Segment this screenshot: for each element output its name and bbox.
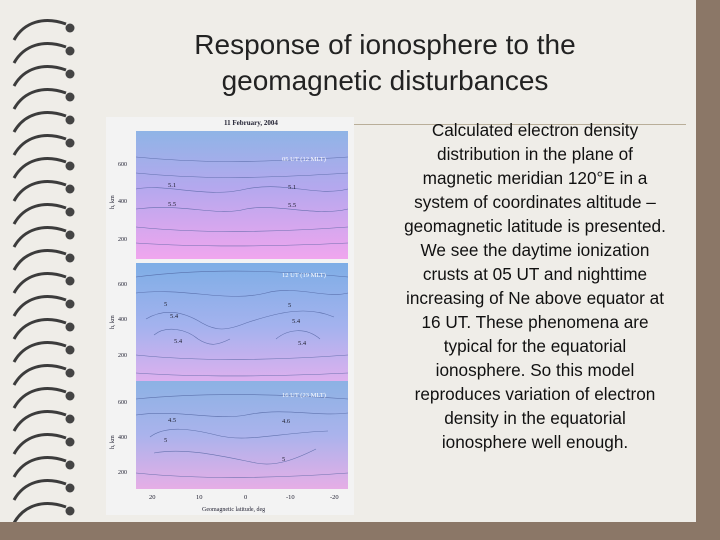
panel-3-ytick-2: 400 bbox=[118, 435, 127, 441]
panel-2-label-5: 5.4 bbox=[174, 338, 183, 345]
panel-1-label-2: 5.1 bbox=[288, 184, 296, 191]
panel-2-label-1: 5 bbox=[164, 301, 167, 308]
panel-2-ytick-3: 200 bbox=[118, 353, 127, 359]
x-tick-4: -10 bbox=[286, 494, 295, 501]
panel-3-label-1: 4.5 bbox=[168, 417, 176, 424]
panel-1-label-1: 5.1 bbox=[168, 182, 176, 189]
panel-2-time: 12 UT (19 MLT) bbox=[282, 272, 326, 279]
panel-3-label-2: 4.6 bbox=[282, 418, 291, 425]
panel-3-time: 16 UT (23 MLT) bbox=[282, 392, 326, 399]
panel-12ut: 12 UT (19 MLT) 5 5 5.4 5.4 5.4 5.4 600 4… bbox=[110, 263, 349, 391]
panel-1-ytick-3: 200 bbox=[118, 237, 127, 243]
panel-1-time: 05 UT (12 MLT) bbox=[282, 156, 326, 163]
panel-1-label-3: 5.5 bbox=[168, 201, 176, 208]
panel-1-ytick-1: 600 bbox=[118, 162, 127, 168]
x-tick-3: 0 bbox=[244, 494, 247, 501]
figure-date: 11 February, 2004 bbox=[224, 119, 278, 127]
electron-density-figure: 11 February, 2004 lgNe 05 UT (12 MLT) 5.… bbox=[106, 117, 354, 515]
panel-2-ylabel: h, km bbox=[110, 315, 116, 329]
panel-3-ylabel: h, km bbox=[110, 435, 116, 449]
body-text: Calculated electron density distribution… bbox=[404, 120, 666, 452]
panel-2-label-3: 5.4 bbox=[170, 313, 179, 320]
panel-1-ytick-2: 400 bbox=[118, 199, 127, 205]
title-line-2: geomagnetic disturbances bbox=[221, 65, 549, 96]
panel-05ut: 05 UT (12 MLT) 5.1 5.1 5.5 5.5 600 400 2… bbox=[110, 131, 349, 259]
x-tick-5: -20 bbox=[330, 494, 339, 501]
panel-1-label-4: 5.5 bbox=[288, 202, 296, 209]
panel-2-ytick-1: 600 bbox=[118, 282, 127, 288]
slide: Response of ionosphere to the geomagneti… bbox=[0, 0, 696, 522]
panel-2-label-4: 5.4 bbox=[292, 318, 301, 325]
spiral-binding-icon bbox=[12, 19, 75, 522]
panel-3-ytick-3: 200 bbox=[118, 470, 127, 476]
x-axis-label: Geomagnetic latitude, deg bbox=[202, 507, 265, 513]
x-tick-1: 20 bbox=[149, 494, 156, 501]
panel-3-label-3: 5 bbox=[164, 437, 167, 444]
slide-title: Response of ionosphere to the geomagneti… bbox=[130, 27, 640, 99]
panel-2-label-2: 5 bbox=[288, 302, 291, 309]
panel-2-label-6: 5.4 bbox=[298, 340, 307, 347]
panel-3-label-4: 5 bbox=[282, 456, 285, 463]
x-tick-2: 10 bbox=[196, 494, 203, 501]
title-line-1: Response of ionosphere to the bbox=[194, 29, 576, 60]
divider-line bbox=[108, 124, 686, 125]
panel-3-ytick-1: 600 bbox=[118, 400, 127, 406]
panel-1-ylabel: h, km bbox=[110, 195, 116, 209]
panel-16ut: 16 UT (23 MLT) 4.5 4.6 5 5 600 400 200 h… bbox=[110, 381, 349, 489]
panel-2-ytick-2: 400 bbox=[118, 317, 127, 323]
